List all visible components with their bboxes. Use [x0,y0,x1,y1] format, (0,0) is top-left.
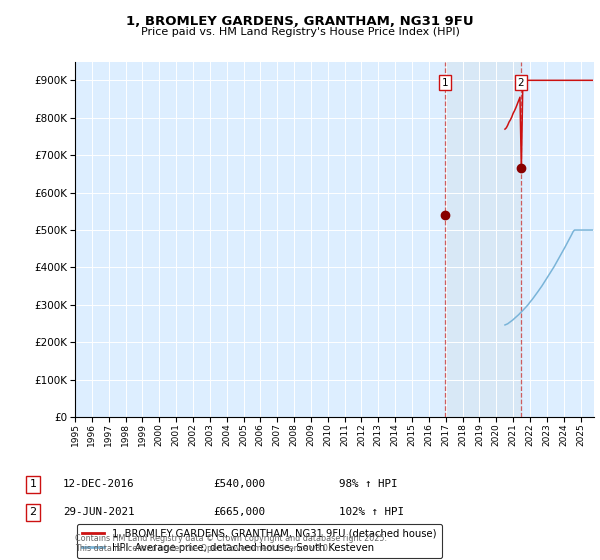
Text: £665,000: £665,000 [213,507,265,517]
Text: 102% ↑ HPI: 102% ↑ HPI [339,507,404,517]
Text: 1, BROMLEY GARDENS, GRANTHAM, NG31 9FU: 1, BROMLEY GARDENS, GRANTHAM, NG31 9FU [126,15,474,27]
Text: 98% ↑ HPI: 98% ↑ HPI [339,479,397,489]
Legend: 1, BROMLEY GARDENS, GRANTHAM, NG31 9FU (detached house), HPI: Average price, det: 1, BROMLEY GARDENS, GRANTHAM, NG31 9FU (… [77,524,442,558]
Text: 1: 1 [442,78,448,87]
Text: 29-JUN-2021: 29-JUN-2021 [63,507,134,517]
Text: £540,000: £540,000 [213,479,265,489]
Bar [445,62,521,417]
Text: 2: 2 [517,78,524,87]
Text: 2: 2 [29,507,37,517]
Text: Contains HM Land Registry data © Crown copyright and database right 2025.
This d: Contains HM Land Registry data © Crown c… [75,534,387,553]
Text: 12-DEC-2016: 12-DEC-2016 [63,479,134,489]
Text: Price paid vs. HM Land Registry's House Price Index (HPI): Price paid vs. HM Land Registry's House … [140,27,460,37]
Text: 1: 1 [29,479,37,489]
